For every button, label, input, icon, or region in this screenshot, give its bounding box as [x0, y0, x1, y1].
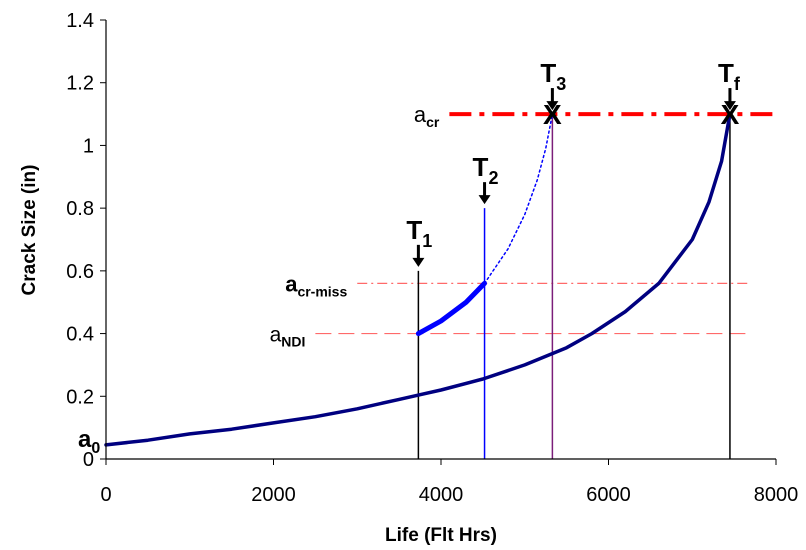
reference-label-2: aNDI: [270, 324, 306, 350]
series-line-0: [104, 112, 732, 447]
marker-label-3: Tf: [718, 58, 741, 94]
y-tick-label-5: 1: [83, 135, 94, 157]
reference-label-1: acr-miss: [285, 271, 347, 299]
series-line-2: [483, 113, 554, 285]
reference-label-0: acr: [414, 102, 440, 130]
x-mark-1: X: [721, 99, 740, 130]
y-axis-title: Crack Size (in): [19, 165, 40, 296]
x-mark-0: X: [543, 99, 562, 130]
marker-arrow-head-1: [478, 195, 491, 205]
y-tick-label-7: 1.4: [66, 10, 94, 32]
marker-arrow-head-0: [412, 257, 425, 267]
y-tick-label-6: 1.2: [66, 73, 94, 95]
marker-label-1: T2: [473, 152, 499, 188]
x-axis-title: Life (Flt Hrs): [385, 525, 497, 546]
y-tick-label-3: 0.6: [66, 261, 94, 283]
time-marker-lines-layer: [417, 114, 731, 459]
x-tick-label-3: 6000: [586, 484, 631, 506]
marker-label-2: T3: [540, 58, 566, 94]
x-tick-label-1: 2000: [251, 484, 296, 506]
y-tick-label-0: 0: [83, 449, 94, 471]
x-tick-label-4: 8000: [754, 484, 799, 506]
series-line-1: [415, 280, 487, 337]
axes-layer: 0 0.2 0.4 0.6 0.8 1 1.2 1.4 0 2000 4000 6000 8000: [66, 10, 798, 506]
initial-crack-label: a0: [78, 426, 100, 457]
y-tick-label-1: 0.2: [66, 386, 94, 408]
annotation-layer: acr acr-miss aNDI T1 T2 T3 Tf X Xa0: [78, 58, 741, 457]
x-tick-label-0: 0: [100, 484, 111, 506]
marker-arrow-head-3: [723, 101, 736, 111]
y-tick-label-4: 0.8: [66, 198, 94, 220]
marker-label-0: T1: [406, 215, 432, 251]
y-tick-label-2: 0.4: [66, 324, 94, 346]
series-layer: [104, 112, 732, 447]
reference-lines-layer: [315, 112, 776, 335]
marker-arrow-head-2: [546, 101, 559, 111]
x-tick-label-2: 4000: [419, 484, 464, 506]
